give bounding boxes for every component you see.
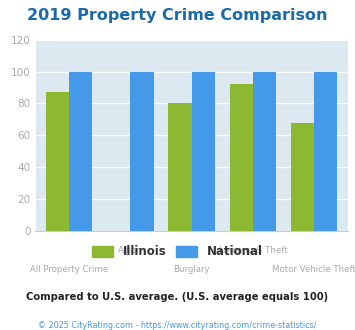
Bar <box>192 72 215 231</box>
Text: 2019 Property Crime Comparison: 2019 Property Crime Comparison <box>27 8 328 23</box>
Bar <box>46 92 69 231</box>
Text: Larceny & Theft: Larceny & Theft <box>219 246 287 255</box>
Text: Compared to U.S. average. (U.S. average equals 100): Compared to U.S. average. (U.S. average … <box>26 292 329 302</box>
Bar <box>168 103 192 231</box>
Bar <box>230 84 253 231</box>
Text: Burglary: Burglary <box>173 265 210 275</box>
Bar <box>314 72 338 231</box>
Bar <box>253 72 276 231</box>
Bar <box>130 72 154 231</box>
Text: © 2025 CityRating.com - https://www.cityrating.com/crime-statistics/: © 2025 CityRating.com - https://www.city… <box>38 321 317 330</box>
Text: All Property Crime: All Property Crime <box>30 265 108 275</box>
Text: Arson: Arson <box>118 246 143 255</box>
Bar <box>291 122 314 231</box>
Legend: Illinois, National: Illinois, National <box>87 241 268 263</box>
Text: Motor Vehicle Theft: Motor Vehicle Theft <box>272 265 355 275</box>
Bar <box>69 72 92 231</box>
